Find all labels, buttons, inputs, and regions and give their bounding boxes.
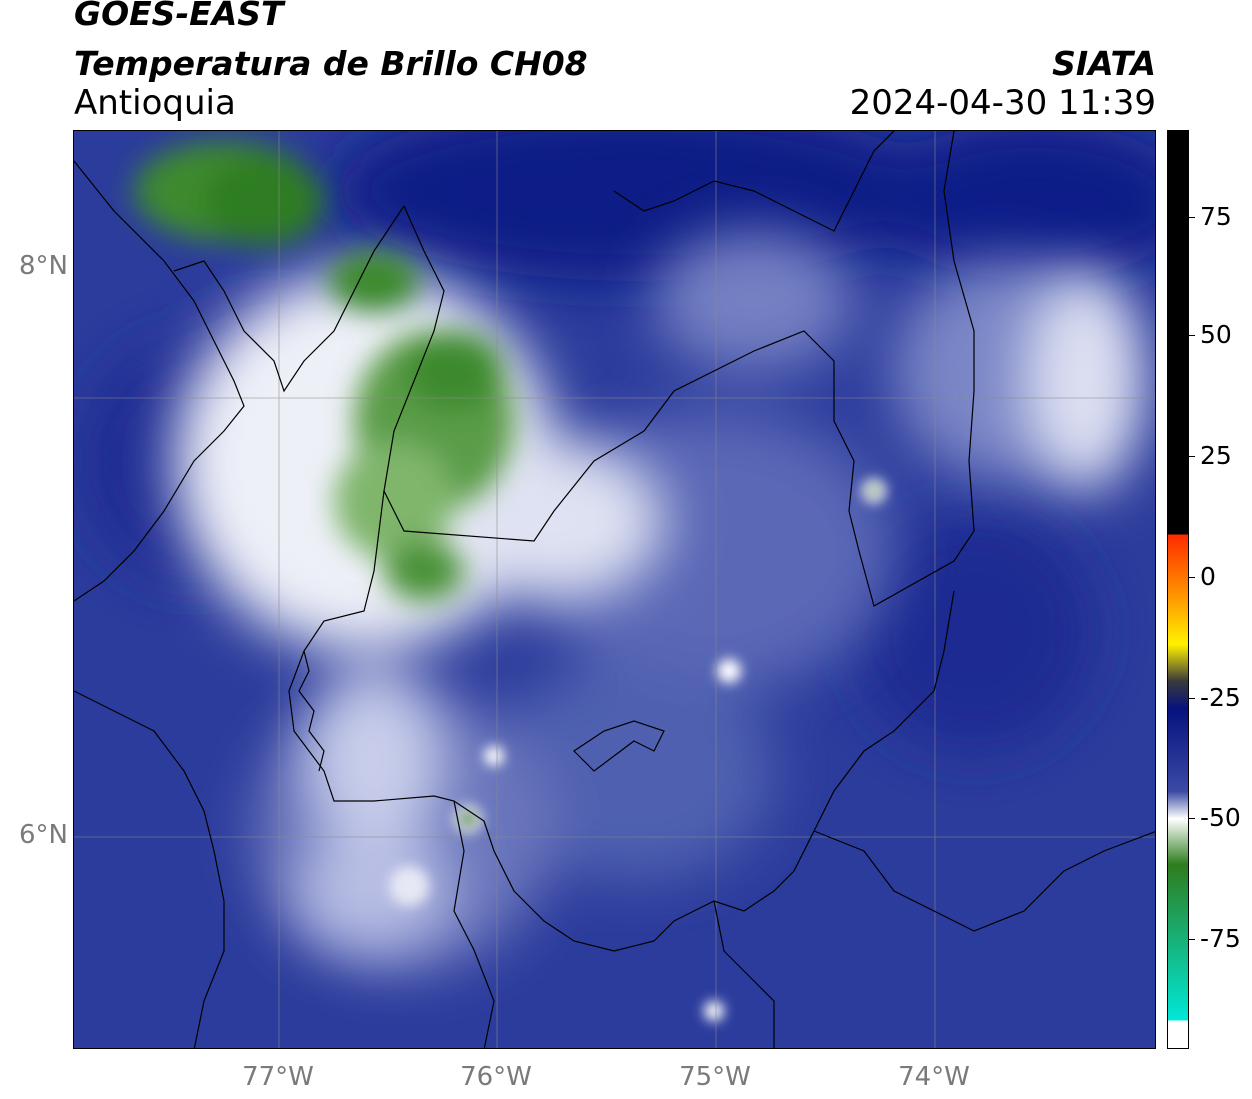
- lon-tick-75w: 75°W: [679, 1062, 751, 1092]
- caldas-boundary: [573, 720, 665, 772]
- graticule: [74, 131, 1155, 1048]
- cb-label-neg75: -75: [1200, 924, 1241, 953]
- cb-label-75: 75: [1200, 202, 1232, 231]
- timestamp-label: 2024-04-30 11:39: [849, 83, 1156, 123]
- cb-tick-mark-50: [1189, 335, 1195, 336]
- lat-tick-8n: 8°N: [19, 251, 68, 281]
- antioquia-south-boundary: [288, 490, 955, 952]
- antioquia-boundary: [383, 131, 975, 607]
- satellite-title: GOES-EAST: [74, 0, 284, 33]
- western-coast: [74, 160, 245, 602]
- cb-label-25: 25: [1200, 441, 1232, 470]
- river-meander: [298, 650, 325, 772]
- cb-tick-mark-neg75: [1189, 939, 1195, 940]
- uraba-coast: [173, 205, 405, 393]
- brand-label: SIATA: [1052, 44, 1156, 83]
- lon-tick-76w: 76°W: [460, 1062, 532, 1092]
- cb-label-0: 0: [1200, 562, 1216, 591]
- cb-tick-mark-75: [1189, 217, 1195, 218]
- lon-tick-74w: 74°W: [898, 1062, 970, 1092]
- cb-tick-mark-25: [1189, 456, 1195, 457]
- choco-boundary: [74, 690, 225, 1048]
- cb-tick-mark-neg50: [1189, 818, 1195, 819]
- cb-tick-mark-neg25: [1189, 698, 1195, 699]
- boundaries: [74, 131, 1155, 1048]
- brightness-temperature-map: [73, 130, 1156, 1049]
- lat-tick-6n: 6°N: [19, 820, 68, 850]
- temperature-colorbar: [1167, 130, 1189, 1049]
- lon-tick-77w: 77°W: [242, 1062, 314, 1092]
- northeast-boundary: [613, 131, 895, 232]
- cb-label-neg25: -25: [1200, 683, 1241, 712]
- small-cold-cells: [389, 479, 886, 1021]
- cb-tick-mark-0: [1189, 577, 1195, 578]
- cb-label-neg50: -50: [1200, 803, 1241, 832]
- southeast-division: [813, 830, 1155, 932]
- eastern-division: [713, 900, 775, 1048]
- product-title: Temperatura de Brillo CH08: [74, 44, 588, 83]
- green-cold-cloud-tops: [134, 141, 514, 601]
- southern-division: [453, 800, 495, 1048]
- region-label: Antioquia: [74, 83, 236, 123]
- cb-label-50: 50: [1200, 320, 1232, 349]
